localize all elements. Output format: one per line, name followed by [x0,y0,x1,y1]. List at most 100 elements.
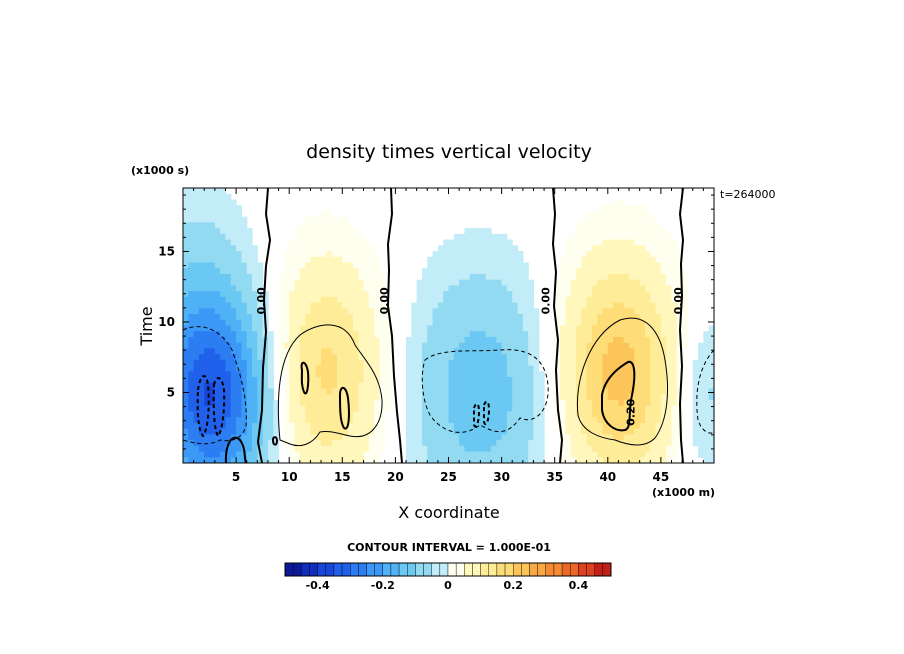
field-cell [225,411,232,418]
field-cell [655,399,662,407]
field-cell [214,359,221,367]
field-cell [618,268,625,275]
field-cell [326,451,333,458]
field-cell [475,382,481,390]
field-cell [453,371,460,378]
field-cell [565,359,572,367]
field-cell [613,314,620,321]
field-cell [607,388,614,395]
field-cell [597,222,604,229]
field-cell [214,331,221,338]
field-cell [581,228,588,235]
field-cell [427,365,434,372]
field-cell [528,325,535,332]
field-cell [379,394,386,401]
field-cell [437,457,444,463]
field-cell [209,445,216,453]
field-cell [655,371,662,378]
field-cell [475,256,481,264]
field-cell [666,314,673,321]
field-cell [368,422,375,430]
field-cell [607,314,614,321]
field-cell [214,262,221,269]
colorbar-swatch [602,562,612,577]
field-cell [342,222,349,229]
field-cell [575,308,582,315]
field-cell [236,228,243,235]
field-cell [310,359,317,367]
field-cell [565,365,572,372]
field-cell [512,331,519,338]
field-cell [560,445,566,453]
field-cell [331,428,338,435]
field-cell [443,285,450,292]
field-cell [698,348,704,355]
field-cell [198,251,205,258]
field-cell [236,210,243,218]
field-cell [676,342,683,350]
field-cell [570,411,577,418]
field-cell [289,245,296,252]
field-cell [650,417,657,424]
field-cell [586,228,593,235]
field-cell [565,422,572,430]
field-cell [384,394,391,401]
field-cell [363,371,370,378]
field-cell [565,245,572,252]
field-cell [490,440,497,447]
field-cell [289,388,296,395]
field-cell [342,256,349,264]
field-cell [517,399,524,407]
field-cell [613,377,620,384]
field-cell [257,314,264,321]
field-cell [252,336,258,344]
field-cell [629,422,635,430]
field-cell [368,445,375,453]
field-cell [416,417,423,424]
field-cell [252,399,258,407]
field-cell [198,188,205,195]
field-cell [671,457,678,463]
field-cell [586,251,593,258]
field-cell [225,319,232,327]
field-cell [310,245,317,252]
field-cell [289,279,296,286]
field-cell [676,434,683,441]
field-cell [666,451,673,458]
field-cell [427,405,434,413]
field-cell [575,422,582,430]
field-cell [220,405,227,413]
field-cell [666,382,673,390]
field-cell [464,457,471,463]
field-cell [342,434,349,441]
field-cell [443,308,450,315]
field-cell [607,222,614,229]
field-cell [618,434,625,441]
field-cell [618,440,625,447]
field-cell [368,399,375,407]
field-cell [682,273,689,281]
field-cell [283,336,290,344]
field-cell [644,417,651,424]
field-cell [629,262,635,269]
field-cell [225,359,232,367]
field-cell [570,417,577,424]
field-cell [289,256,296,264]
field-cell [639,445,646,453]
field-cell [267,434,274,441]
field-cell [666,371,673,378]
field-cell [427,262,434,269]
field-cell [613,273,620,281]
field-cell [655,302,662,309]
field-cell [591,359,598,367]
field-cell [703,336,710,344]
field-cell [666,302,673,309]
field-cell [570,279,577,286]
field-cell [528,354,535,361]
field-cell [485,331,492,338]
field-cell [209,268,216,275]
field-cell [315,331,322,338]
field-cell [241,319,248,327]
field-cell [655,336,662,344]
field-cell [501,399,508,407]
